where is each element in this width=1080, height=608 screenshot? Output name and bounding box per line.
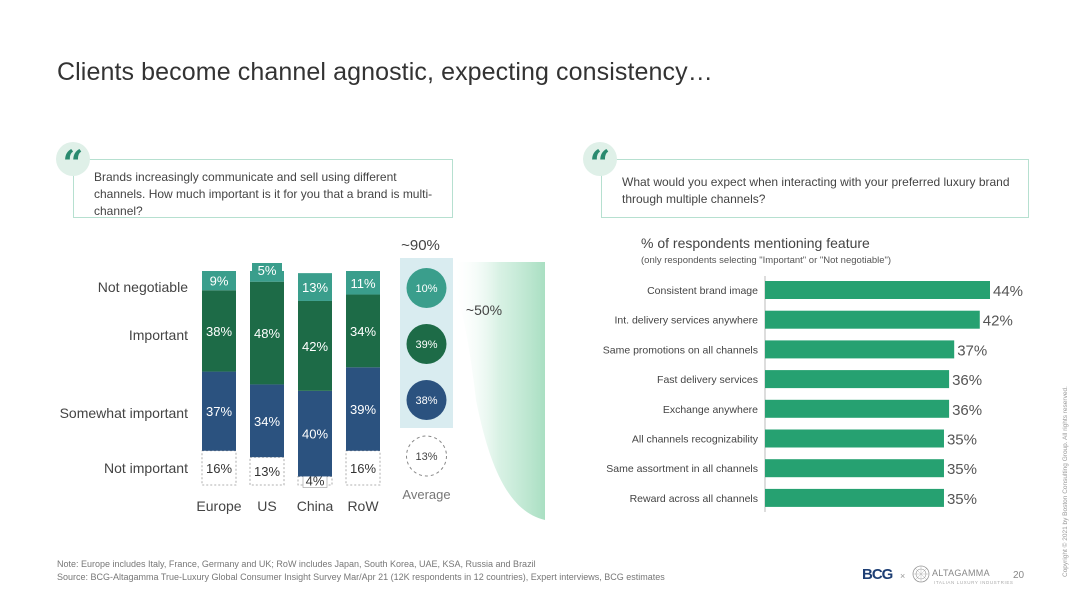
hbar-category-label: Same assortment in all channels	[606, 463, 758, 475]
value-label-not-negotiable: 13%	[302, 280, 328, 295]
hbar-bar	[765, 281, 990, 299]
value-label-important: 42%	[302, 339, 328, 354]
hbar-value-label: 36%	[952, 372, 982, 389]
hbar-category-label: Reward across all channels	[630, 493, 758, 505]
value-label-somewhat-important: 40%	[302, 427, 328, 442]
value-label-not-negotiable: 5%	[258, 263, 277, 278]
average-circle-not-important	[406, 435, 447, 477]
average-circle-somewhat-important	[406, 380, 447, 420]
note-text: Note: Europe includes Italy, France, Ger…	[57, 559, 536, 569]
category-label-china: China	[297, 498, 334, 514]
hbar-bar	[765, 488, 944, 507]
value-label-somewhat-important: 37%	[206, 404, 232, 419]
hbar-category-label: All channels recognizability	[632, 434, 759, 446]
average-value-somewhat-important: 38%	[415, 395, 437, 407]
logo-separator: ×	[900, 571, 906, 581]
stacked-bar-chart: Not important Somewhat important Important…	[60, 237, 545, 520]
hbar-category-label: Same promotions on all channels	[603, 344, 758, 356]
hbar-category-label: Exchange anywhere	[663, 404, 758, 416]
flow-shape	[453, 262, 545, 520]
hbar-title: % of respondents mentioning feature	[641, 235, 870, 251]
annotation-label: ~50%	[466, 302, 502, 318]
source-text: Source: BCG-Altagamma True-Luxury Global…	[57, 572, 665, 582]
value-label-not-important: 4%	[306, 473, 325, 488]
hbar-value-label: 37%	[957, 342, 987, 359]
average-total-label: ~90%	[401, 237, 440, 254]
hbar-bar	[765, 310, 980, 329]
page-number: 20	[1013, 570, 1025, 581]
bar-segment-important	[250, 281, 284, 385]
value-label-not-negotiable: 11%	[350, 276, 375, 291]
left-quote-icon: “	[56, 142, 90, 185]
bar-segment-somewhat-important	[202, 371, 236, 451]
hbar-value-label: 36%	[952, 402, 982, 419]
copyright-notice: Copyright © 2021 by Boston Consulting Gr…	[1062, 386, 1069, 577]
bar-segment-somewhat-important	[250, 384, 284, 458]
value-label-important: 48%	[254, 326, 280, 341]
horizontal-bar-chart: % of respondents mentioning feature (only…	[603, 235, 1023, 512]
right-question-text: What would you expect when interacting w…	[622, 175, 1010, 206]
hbar-bar	[765, 429, 944, 448]
category-label-us: US	[257, 498, 276, 514]
bar-segment-important	[298, 300, 332, 391]
legend-label-not-important: Not important	[104, 460, 188, 476]
value-chip	[252, 263, 282, 279]
value-label-somewhat-important: 39%	[350, 402, 376, 417]
bar-segment-not-negotiable	[346, 271, 380, 295]
altagamma-logo-subtitle: ITALIAN LUXURY INDUSTRIES	[934, 580, 1014, 585]
value-label-somewhat-important: 34%	[254, 414, 280, 429]
bar-segment-not-negotiable	[298, 273, 332, 301]
bar-segment-not-negotiable	[202, 271, 236, 291]
hbar-value-label: 35%	[947, 491, 977, 508]
left-question-text: Brands increasingly communicate and sell…	[94, 170, 433, 218]
average-value-not-important: 13%	[415, 451, 437, 463]
hbar-value-label: 42%	[983, 313, 1013, 330]
value-label-not-important: 16%	[350, 461, 376, 476]
hbar-bar	[765, 340, 955, 359]
hbar-bar	[765, 370, 950, 389]
hbar-value-label: 44%	[993, 283, 1023, 300]
category-label-europe: Europe	[196, 498, 241, 514]
hbar-category-label: Int. delivery services anywhere	[614, 315, 758, 327]
value-label-not-negotiable: 9%	[210, 274, 229, 289]
hbar-value-label: 35%	[947, 432, 977, 449]
hbar-bar	[765, 399, 950, 418]
value-label-not-important: 13%	[254, 464, 280, 479]
page-title: Clients become channel agnostic, expecti…	[57, 58, 713, 86]
bar-segment-not-important	[201, 450, 237, 486]
average-circle-not-negotiable	[406, 268, 447, 308]
altagamma-emblem-icon	[912, 565, 930, 583]
legend-label-important: Important	[129, 327, 188, 343]
value-label-important: 38%	[206, 324, 232, 339]
category-label-row: RoW	[347, 498, 379, 514]
hbar-category-label: Consistent brand image	[647, 285, 758, 297]
right-question-box: What would you expect when interacting w…	[601, 159, 1029, 218]
altagamma-logo: ALTAGAMMA	[932, 568, 990, 578]
average-value-not-negotiable: 10%	[415, 283, 437, 295]
right-quote-icon: “	[583, 142, 617, 185]
hbar-subtitle: (only respondents selecting "Important" …	[641, 255, 891, 266]
value-label-important: 34%	[350, 324, 376, 339]
bcg-logo: BCG	[862, 566, 893, 583]
legend-label-somewhat-important: Somewhat important	[60, 405, 189, 421]
bar-segment-important	[202, 290, 236, 372]
hbar-bar	[765, 459, 944, 478]
bar-segment-important	[346, 294, 380, 368]
bar-segment-not-important	[345, 450, 381, 486]
value-label-not-important: 16%	[206, 461, 232, 476]
left-question-box: Brands increasingly communicate and sell…	[73, 159, 453, 218]
legend-label-not-negotiable: Not negotiable	[98, 279, 189, 295]
hbar-value-label: 35%	[947, 461, 977, 478]
hbar-category-label: Fast delivery services	[657, 374, 758, 386]
bar-segment-somewhat-important	[298, 390, 332, 477]
average-value-important: 39%	[415, 339, 437, 351]
bar-segment-somewhat-important	[346, 367, 380, 451]
average-label: Average	[402, 487, 450, 502]
average-circle-important	[406, 324, 447, 364]
bar-segment-not-important	[249, 456, 285, 486]
